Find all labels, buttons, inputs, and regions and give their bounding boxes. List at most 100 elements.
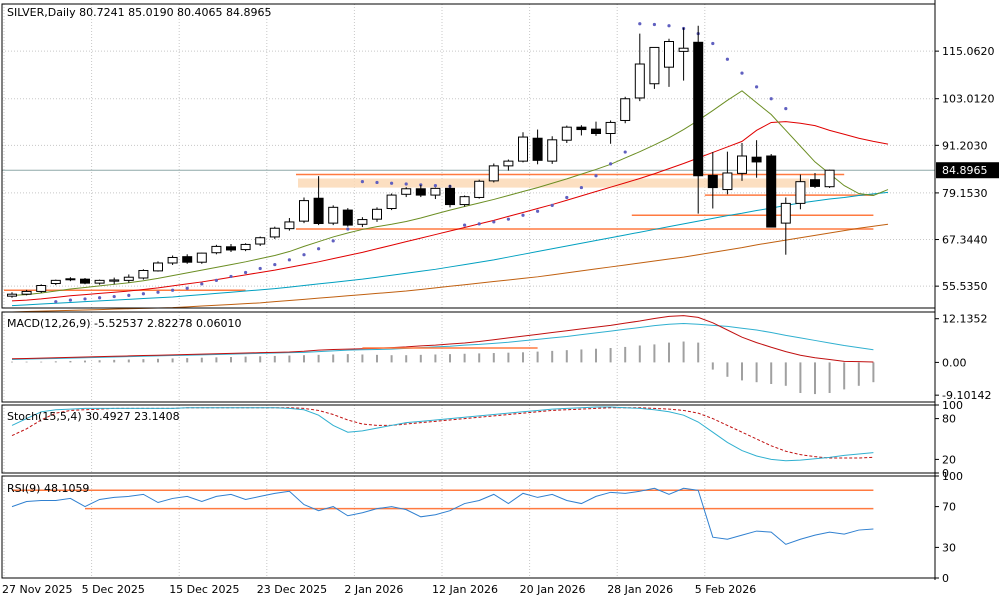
sar-dot — [98, 296, 102, 300]
sar-dot — [463, 223, 467, 227]
candle — [547, 136, 558, 164]
sar-dot — [433, 184, 437, 188]
sar-dot — [171, 288, 175, 292]
y-tick-label: 12.1352 — [942, 313, 988, 326]
sar-dot — [302, 253, 306, 257]
sar-dot — [521, 213, 525, 217]
candle — [138, 269, 149, 280]
y-tick-label: -9.10142 — [942, 389, 991, 402]
candle — [80, 277, 90, 285]
sar-dot — [755, 85, 759, 89]
y-tick-label: 70 — [942, 501, 956, 514]
sar-dot — [740, 71, 744, 75]
candle — [21, 289, 32, 296]
sar-dot — [579, 185, 584, 190]
candle — [737, 142, 747, 181]
candle — [299, 197, 309, 224]
stochastic-panel[interactable] — [11, 406, 874, 462]
sar-dot — [185, 286, 189, 290]
candle — [766, 154, 777, 228]
bull-candle-body — [503, 160, 514, 167]
bull-candle-body — [678, 47, 689, 52]
bull-candle-body — [211, 245, 222, 254]
sar-dot — [258, 266, 262, 271]
current-price-label: 84.8965 — [942, 164, 988, 177]
macd-main-line — [11, 315, 874, 363]
candle — [153, 261, 163, 272]
y-tick-label: 80 — [942, 413, 956, 426]
candle — [240, 243, 251, 252]
sar-dot — [638, 22, 642, 26]
candle — [678, 27, 689, 81]
candle — [7, 292, 17, 298]
bull-candle-body — [7, 293, 17, 297]
bull-candle-body — [123, 276, 134, 281]
bull-candle-body — [386, 194, 397, 210]
bull-candle-body — [459, 196, 470, 206]
x-tick-label: 15 Dec 2025 — [169, 583, 239, 596]
candle — [342, 208, 353, 227]
x-tick-label: 23 Dec 2025 — [257, 583, 327, 596]
bull-candle-body — [518, 136, 528, 162]
sar-dot — [229, 274, 233, 279]
y-tick-label: 20 — [942, 453, 956, 466]
bull-candle-body — [401, 188, 412, 195]
grid — [2, 4, 935, 578]
price-panel[interactable]: 84.8965 — [2, 22, 999, 313]
candle — [795, 174, 806, 210]
y-tick-label: 115.0620 — [942, 45, 995, 58]
candle — [503, 159, 514, 171]
bull-candle-body — [722, 172, 733, 191]
y-tick-label: 67.3440 — [942, 234, 988, 247]
bull-candle-body — [824, 169, 835, 188]
x-tick-label: 28 Jan 2026 — [607, 583, 673, 596]
bull-candle-body — [299, 200, 309, 222]
candle — [780, 197, 791, 255]
candle — [94, 279, 105, 285]
candle — [50, 279, 61, 286]
candle — [532, 129, 543, 165]
bear-candle-body — [766, 155, 777, 228]
rsi-title: RSI(9) 48.1059 — [7, 482, 89, 495]
bull-candle-body — [94, 279, 105, 284]
candle — [211, 244, 222, 255]
sar-dot — [536, 209, 540, 213]
bull-candle-body — [196, 252, 207, 263]
y-tick-label: 0.00 — [942, 356, 967, 369]
macd-panel[interactable] — [11, 315, 875, 395]
rsi-panel[interactable] — [11, 487, 874, 545]
sar-dot — [609, 162, 613, 166]
sar-dot — [623, 150, 627, 154]
sar-dot — [127, 293, 131, 297]
bear-candle-body — [810, 179, 820, 187]
bull-candle-body — [664, 41, 674, 68]
bear-candle-body — [182, 256, 193, 263]
bull-candle-body — [620, 98, 631, 121]
candle — [284, 217, 295, 231]
sar-dot — [287, 258, 291, 262]
candle — [401, 187, 412, 198]
bull-candle-body — [284, 221, 295, 230]
sar-dot — [711, 41, 715, 46]
candle — [445, 184, 455, 208]
bull-candle-body — [138, 269, 149, 279]
bear-candle-body — [707, 174, 718, 189]
ma-fast-line — [11, 90, 889, 296]
candle — [459, 195, 470, 207]
candle — [182, 254, 193, 264]
macd-signal-line — [11, 323, 874, 361]
rsi-line — [11, 487, 874, 545]
sar-dot — [244, 270, 248, 275]
candle — [664, 38, 674, 87]
bull-candle-body — [269, 227, 280, 238]
candle — [65, 277, 76, 282]
bear-candle-body — [445, 187, 455, 206]
candle — [810, 172, 820, 188]
bull-candle-body — [328, 206, 339, 224]
sar-dot — [273, 262, 277, 267]
candle — [357, 217, 368, 228]
bear-candle-body — [576, 126, 587, 131]
sar-dot — [83, 297, 87, 301]
